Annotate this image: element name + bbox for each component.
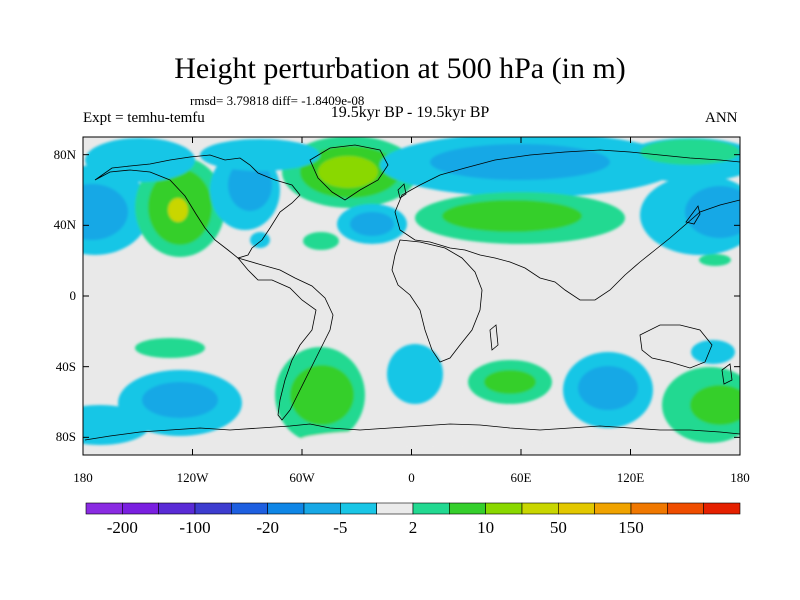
longitude-tick-label: 120W (176, 470, 209, 485)
latitude-tick-label: 80N (53, 146, 76, 162)
longitude-tick-label: 60W (289, 470, 315, 485)
colorbar-swatch (521, 502, 559, 515)
colorbar-swatch (667, 502, 704, 515)
latitude-tick-label: 80S (55, 429, 76, 445)
anomaly-region (387, 344, 443, 404)
anomaly-region (300, 430, 540, 450)
colorbar-swatch (594, 502, 632, 515)
contour-field (83, 137, 740, 450)
colorbar-swatch (231, 502, 268, 515)
colorbar-label: 150 (618, 518, 644, 537)
coastline-africa (391, 239, 483, 363)
longitude-tick-label: 180 (73, 470, 93, 485)
coastline-greenland (309, 144, 389, 201)
anomaly-region (484, 370, 536, 394)
coastline-madagascar (489, 324, 499, 351)
colorbar-swatch (449, 502, 486, 515)
experiment-label: Expt = temhu-temfu (83, 110, 205, 126)
colorbar-swatch (85, 502, 123, 515)
anomaly-region (85, 138, 195, 182)
coastline-japan (685, 205, 701, 225)
colorbar-label: -5 (333, 518, 348, 537)
longitude-tick-label: 180 (730, 470, 750, 485)
anomaly-region (640, 139, 740, 165)
period-label: 19.5kyr BP - 19.5kyr BP (330, 104, 490, 121)
axis-ticks (82, 137, 741, 455)
colorbar-label: 10 (477, 518, 495, 537)
anomaly-region (350, 212, 394, 236)
longitude-tick-label: 120E (616, 470, 645, 485)
anomaly-region (200, 139, 320, 171)
colorbar-swatch (194, 502, 232, 515)
latitude-tick-label: 0 (69, 288, 77, 303)
anomaly-region (142, 382, 218, 418)
coastline-north-america (94, 154, 301, 259)
anomaly-region (685, 186, 740, 238)
coastline-australia (639, 324, 713, 369)
coastline-eurasia (394, 149, 740, 301)
anomaly-region (83, 184, 128, 240)
colorbar-swatch (630, 502, 668, 515)
colorbar-label: -20 (256, 518, 279, 537)
latitude-tick-label: 40S (55, 358, 76, 374)
coastline-uk (397, 183, 407, 199)
colorbar (85, 502, 741, 515)
longitude-tick-label: 60E (510, 470, 532, 485)
stats-text: rmsd= 3.79818 diff= -1.8409e-08 (190, 93, 365, 108)
anomaly-region (135, 338, 205, 358)
anomaly-region (168, 198, 188, 222)
colorbar-swatch (485, 502, 523, 515)
map-title: Height perturbation at 500 hPa (in m) (174, 52, 626, 85)
colorbar-swatch (158, 502, 196, 515)
colorbar-swatch (122, 502, 159, 515)
colorbar-swatch (558, 502, 595, 515)
anomaly-region (290, 365, 354, 425)
colorbar-swatch (703, 502, 741, 515)
anomaly-region (442, 200, 582, 232)
colorbar-swatch (412, 502, 450, 515)
anomaly-region (228, 159, 272, 211)
anomaly-region (83, 405, 150, 445)
season-label: ANN (705, 110, 738, 126)
coastline-south-america (236, 257, 334, 421)
anomaly-region (250, 232, 270, 248)
coastline-antarctica (84, 423, 740, 441)
anomaly-region (691, 340, 735, 364)
anomaly-region (318, 156, 378, 188)
colorbar-label: 2 (408, 518, 418, 537)
colorbar-label: 50 (549, 518, 567, 537)
anomaly-region (699, 254, 731, 266)
anomaly-region (578, 366, 638, 410)
colorbar-swatch (376, 502, 414, 515)
coastline-new-zealand (721, 363, 733, 385)
coastlines (84, 144, 740, 441)
longitude-tick-label: 0 (408, 470, 415, 485)
anomaly-region (303, 232, 339, 250)
colorbar-swatch (303, 502, 341, 515)
colorbar-label: -200 (106, 518, 138, 537)
anomaly-region (430, 144, 610, 180)
colorbar-label: -100 (179, 518, 211, 537)
colorbar-swatch (267, 502, 305, 515)
latitude-tick-label: 40N (53, 217, 76, 233)
colorbar-swatch (340, 502, 377, 515)
anomaly-region (690, 385, 740, 425)
